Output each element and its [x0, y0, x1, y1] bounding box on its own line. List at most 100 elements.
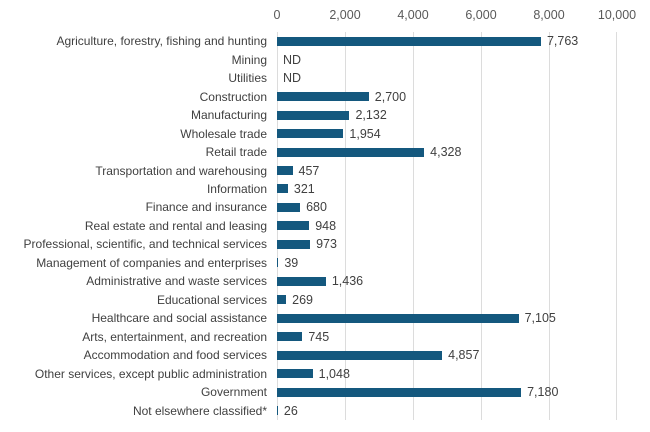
bar [277, 36, 541, 46]
chart-row: Manufacturing 2,132 [0, 106, 650, 124]
gridline [481, 32, 482, 420]
bar-track: 2,700 [277, 87, 650, 105]
bar-track: 26 [277, 401, 650, 419]
bar-track: 1,954 [277, 124, 650, 142]
chart-rows: Agriculture, forestry, fishing and hunti… [0, 32, 650, 420]
bar-track: 7,180 [277, 383, 650, 401]
value-label: 680 [306, 200, 327, 215]
bar-track: 680 [277, 198, 650, 216]
value-label: 1,048 [318, 366, 350, 381]
category-label: Real estate and rental and leasing [84, 218, 267, 233]
value-label: 26 [283, 403, 298, 418]
value-label: 1,436 [331, 274, 364, 289]
chart-row: Administrative and waste services 1,436 [0, 272, 650, 290]
chart-row: Healthcare and social assistance 7,105 [0, 309, 650, 327]
bar [277, 332, 303, 342]
category-label: Not elsewhere classified* [132, 403, 267, 418]
chart-row: Not elsewhere classified* 26 [0, 401, 650, 419]
gridline [345, 32, 346, 420]
gridline [616, 32, 617, 420]
bar-track: 1,048 [277, 364, 650, 382]
category-label: Educational services [156, 292, 267, 307]
x-axis-tick-label: 10,000 [597, 8, 637, 22]
chart-row: Accommodation and food services 4,857 [0, 346, 650, 364]
x-axis-tick-label: 8,000 [533, 8, 565, 22]
value-label: 973 [316, 237, 337, 252]
value-label: 457 [298, 163, 320, 178]
x-axis-tick-label: 0 [273, 8, 281, 22]
category-label: Management of companies and enterprises [36, 255, 267, 270]
bar [277, 202, 301, 212]
bar-track: ND [277, 50, 650, 68]
value-label: 1,954 [349, 126, 381, 141]
chart-row: Government 7,180 [0, 383, 650, 401]
bar-track: 745 [277, 328, 650, 346]
category-label: Arts, entertainment, and recreation [82, 329, 267, 344]
bar-track: 1,436 [277, 272, 650, 290]
chart-row: Real estate and rental and leasing 948 [0, 217, 650, 235]
chart-row: Arts, entertainment, and recreation 745 [0, 328, 650, 346]
bar-track: ND [277, 69, 650, 87]
chart-row: Agriculture, forestry, fishing and hunti… [0, 32, 650, 50]
value-label: 7,763 [546, 34, 579, 49]
value-label: 7,180 [527, 385, 559, 400]
bar [277, 369, 313, 379]
value-label: 7,105 [524, 311, 556, 326]
gridline [413, 32, 414, 420]
bar [277, 184, 288, 194]
bar-track: 973 [277, 235, 650, 253]
category-label: Professional, scientific, and technical … [23, 237, 267, 252]
bar [277, 147, 425, 157]
category-label: Retail trade [205, 145, 267, 160]
value-label: 321 [293, 181, 315, 196]
bar-track: 4,857 [277, 346, 650, 364]
category-label: Construction [199, 89, 267, 104]
bar [277, 276, 326, 286]
chart-row: Other services, except public administra… [0, 364, 650, 382]
value-label: 745 [308, 329, 330, 344]
category-label: Accommodation and food services [83, 348, 267, 363]
chart-row: Utilities ND [0, 69, 650, 87]
bar [277, 406, 278, 416]
category-label: Agriculture, forestry, fishing and hunti… [56, 34, 267, 49]
category-label: Other services, except public administra… [34, 366, 267, 381]
category-label: Wholesale trade [180, 126, 267, 141]
value-label: 39 [284, 255, 299, 270]
gridline [549, 32, 550, 420]
chart-row: Transportation and warehousing 457 [0, 161, 650, 179]
x-axis: 0 2,000 4,000 6,000 8,000 10,000 [273, 5, 637, 26]
bar [277, 350, 443, 360]
category-label: Mining [231, 52, 267, 67]
bar-track: 457 [277, 161, 650, 179]
chart-row: Management of companies and enterprises 3… [0, 254, 650, 272]
bar-track: 7,105 [277, 309, 650, 327]
chart-row: Mining ND [0, 50, 650, 68]
value-label: ND [283, 52, 302, 67]
chart-row: Educational services 269 [0, 291, 650, 309]
bar-track: 39 [277, 254, 650, 272]
bar [277, 221, 310, 231]
chart-row: Wholesale trade 1,954 [0, 124, 650, 142]
category-label: Information [206, 181, 267, 196]
category-label: Transportation and warehousing [95, 163, 267, 178]
bar-track: 321 [277, 180, 650, 198]
category-label: Finance and insurance [145, 200, 267, 215]
category-label: Manufacturing [190, 108, 267, 123]
bar [277, 387, 522, 397]
bar-track: 4,328 [277, 143, 650, 161]
value-label: 2,700 [374, 89, 407, 104]
bar [277, 258, 279, 268]
bar [277, 239, 311, 249]
bar-track: 269 [277, 291, 650, 309]
value-label: ND [283, 71, 302, 86]
chart-row: Construction 2,700 [0, 87, 650, 105]
value-label: 269 [292, 292, 313, 307]
x-axis-tick-label: 6,000 [465, 8, 497, 22]
chart-row: Retail trade 4,328 [0, 143, 650, 161]
value-label: 4,857 [448, 348, 480, 363]
category-label: Administrative and waste services [86, 274, 267, 289]
chart-row: Professional, scientific, and technical … [0, 235, 650, 253]
bar [277, 295, 287, 305]
chart-row: Information 321 [0, 180, 650, 198]
